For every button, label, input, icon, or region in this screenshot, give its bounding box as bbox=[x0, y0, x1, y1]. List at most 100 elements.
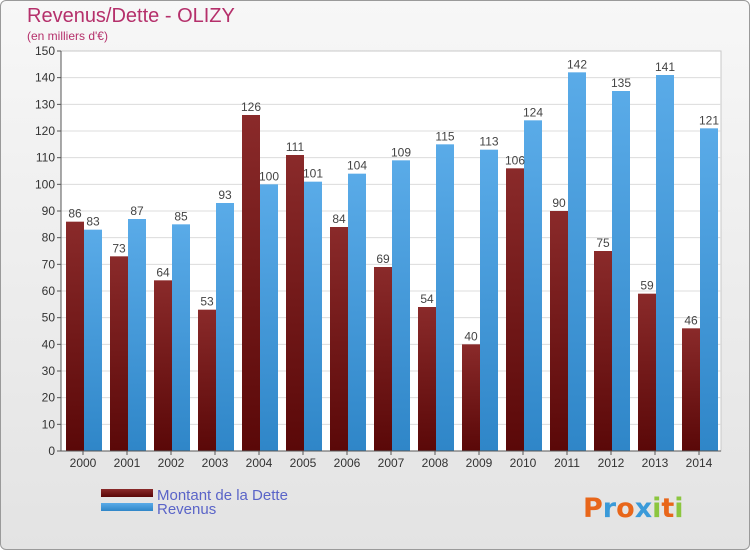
x-tick-label: 2005 bbox=[290, 456, 317, 470]
debt-bar bbox=[418, 307, 436, 451]
bars bbox=[66, 72, 718, 452]
legend-swatch-debt bbox=[101, 489, 153, 497]
data-label: 64 bbox=[156, 265, 170, 279]
data-label: 86 bbox=[68, 207, 82, 221]
data-label: 104 bbox=[347, 159, 367, 173]
revenue-bar bbox=[436, 144, 454, 452]
x-tick-label: 2013 bbox=[642, 456, 669, 470]
data-label: 59 bbox=[640, 279, 654, 293]
revenue-bar bbox=[216, 203, 234, 451]
data-label: 40 bbox=[464, 329, 478, 343]
revenue-bar bbox=[260, 184, 278, 452]
revenue-bar bbox=[128, 219, 146, 451]
data-label: 73 bbox=[112, 241, 126, 255]
data-label: 53 bbox=[200, 295, 214, 309]
x-tick-label: 2002 bbox=[158, 456, 185, 470]
logo-text: Proxiti bbox=[583, 493, 684, 524]
data-label: 100 bbox=[259, 169, 279, 183]
debt-bar bbox=[242, 115, 260, 451]
revenue-bar bbox=[84, 229, 102, 451]
debt-bar bbox=[198, 309, 216, 451]
chart-title: Revenus/Dette - OLIZY bbox=[27, 5, 235, 27]
debt-bar bbox=[506, 168, 524, 452]
revenue-bar bbox=[392, 160, 410, 452]
x-tick-label: 2008 bbox=[422, 456, 449, 470]
debt-bar bbox=[374, 267, 392, 451]
y-tick-label: 100 bbox=[35, 177, 55, 191]
data-label: 141 bbox=[655, 60, 675, 74]
debt-bar bbox=[462, 344, 480, 451]
revenue-bar bbox=[656, 75, 674, 451]
legend-label-revenue: Revenus bbox=[157, 501, 216, 518]
legend-label-debt: Montant de la Dette bbox=[157, 487, 288, 504]
x-tick-label: 2011 bbox=[554, 456, 580, 470]
debt-bar bbox=[638, 293, 656, 451]
y-tick-label: 50 bbox=[42, 311, 56, 325]
y-tick-label: 40 bbox=[42, 337, 56, 351]
data-label: 85 bbox=[174, 209, 188, 223]
y-tick-label: 20 bbox=[42, 391, 56, 405]
debt-bar bbox=[286, 155, 304, 451]
data-label: 101 bbox=[303, 167, 323, 181]
debt-bar bbox=[330, 227, 348, 451]
revenue-bar bbox=[172, 224, 190, 451]
x-tick-label: 2014 bbox=[686, 456, 713, 470]
debt-bar bbox=[66, 221, 84, 451]
x-tick-label: 2001 bbox=[114, 456, 141, 470]
y-tick-label: 80 bbox=[42, 231, 56, 245]
revenue-bar bbox=[480, 149, 498, 451]
data-label: 87 bbox=[130, 204, 144, 218]
data-label: 75 bbox=[596, 236, 610, 250]
debt-bar bbox=[110, 256, 128, 451]
revenue-bar bbox=[304, 181, 322, 451]
data-label: 121 bbox=[699, 113, 719, 127]
revenue-bar bbox=[524, 120, 542, 451]
y-tick-label: 110 bbox=[36, 151, 55, 165]
revenue-bar bbox=[700, 128, 718, 451]
x-tick-label: 2006 bbox=[334, 456, 361, 470]
data-label: 124 bbox=[523, 105, 543, 119]
legend-swatch-revenue bbox=[101, 503, 153, 511]
y-tick-label: 0 bbox=[48, 444, 55, 458]
data-label: 142 bbox=[567, 57, 587, 71]
y-tick-label: 10 bbox=[42, 417, 56, 431]
debt-bar bbox=[154, 280, 172, 451]
data-label: 69 bbox=[376, 252, 390, 266]
data-label: 113 bbox=[479, 135, 498, 149]
x-tick-label: 2004 bbox=[246, 456, 273, 470]
x-tick-label: 2009 bbox=[466, 456, 493, 470]
chart-subtitle: (en milliers d'€) bbox=[27, 29, 108, 43]
revenue-bar bbox=[568, 72, 586, 451]
data-label: 54 bbox=[420, 292, 434, 306]
x-tick-label: 2010 bbox=[510, 456, 537, 470]
data-label: 126 bbox=[241, 100, 261, 114]
data-label: 84 bbox=[332, 212, 346, 226]
data-label: 109 bbox=[391, 145, 411, 159]
y-tick-label: 70 bbox=[42, 257, 56, 271]
data-label: 111 bbox=[286, 140, 305, 154]
y-tick-label: 130 bbox=[35, 97, 55, 111]
data-labels: 86 83 73 87 64 85 53 93 126 100 111 101 84 104 69 109 54… bbox=[68, 57, 719, 343]
data-label: 83 bbox=[86, 215, 100, 229]
x-tick-label: 2007 bbox=[378, 456, 405, 470]
x-tick-label: 2000 bbox=[70, 456, 97, 470]
revenue-bar bbox=[348, 173, 366, 451]
data-label: 93 bbox=[218, 188, 232, 202]
x-tick-label: 2012 bbox=[598, 456, 625, 470]
revenue-bar bbox=[612, 91, 630, 451]
data-label: 46 bbox=[684, 313, 698, 327]
y-tick-label: 90 bbox=[42, 204, 56, 218]
y-tick-label: 140 bbox=[35, 71, 55, 85]
debt-bar bbox=[550, 211, 568, 451]
data-label: 106 bbox=[505, 153, 525, 167]
x-tick-label: 2003 bbox=[202, 456, 229, 470]
data-label: 90 bbox=[552, 196, 566, 210]
proxiti-logo: Proxiti bbox=[583, 493, 684, 524]
debt-bar bbox=[594, 251, 612, 451]
y-tick-label: 60 bbox=[42, 284, 56, 298]
data-label: 135 bbox=[611, 76, 631, 90]
y-tick-label: 150 bbox=[35, 44, 55, 58]
